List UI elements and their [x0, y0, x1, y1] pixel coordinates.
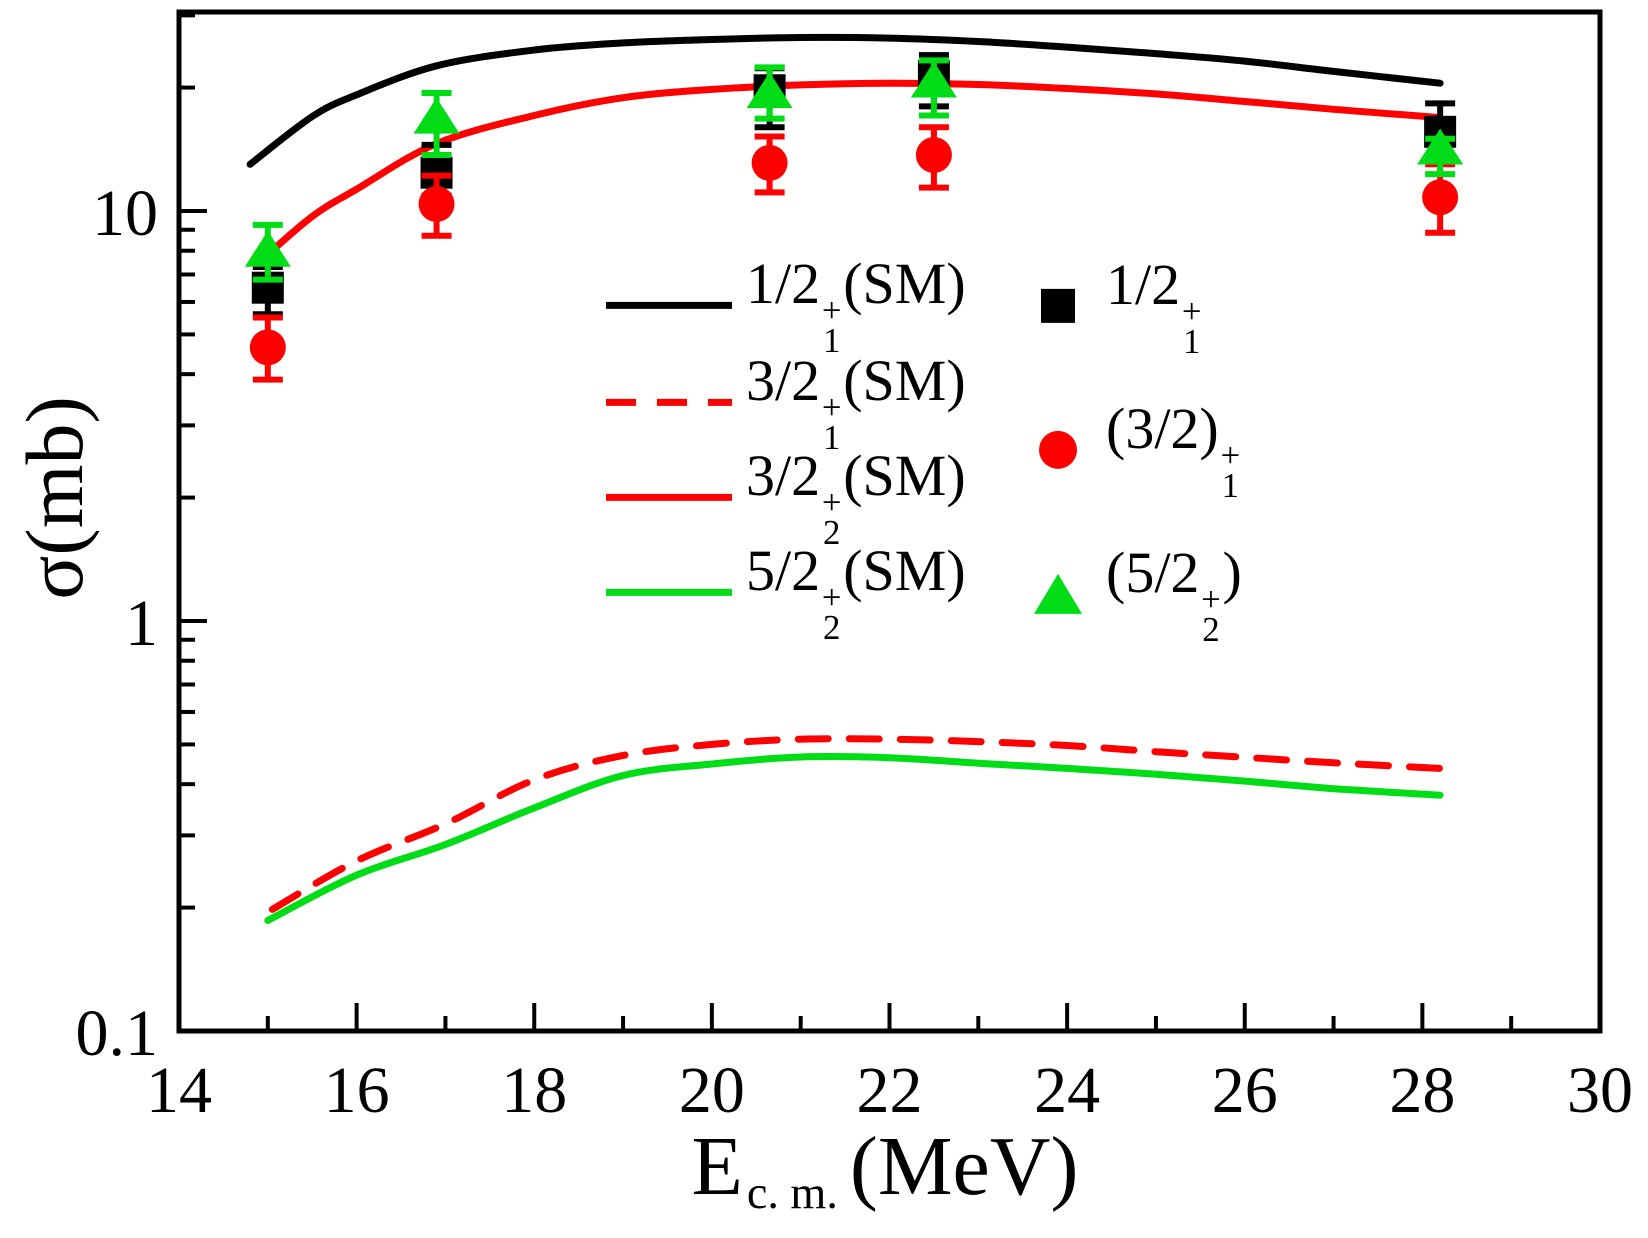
data-point-circle — [751, 144, 788, 181]
x-axis-title-units: (MeV) — [849, 1120, 1079, 1213]
series-triangle — [244, 57, 1464, 283]
data-point-circle — [1422, 179, 1459, 216]
legend-label: 1/2 +1 (SM) — [746, 250, 966, 360]
x-tick-label: 20 — [679, 1054, 745, 1127]
legend-label: 3/2 +1 (SM) — [746, 347, 966, 457]
x-tick-label: 26 — [1212, 1054, 1278, 1127]
x-axis-title-subscript: c. m. — [746, 1166, 838, 1218]
curve-12_1SM — [246, 33, 1444, 168]
curve-32_2SM — [255, 79, 1444, 266]
x-tick-label: 14 — [146, 1054, 212, 1127]
y-tick-label: 1 — [125, 587, 158, 660]
legend-line-item: 3/2 +2 (SM) — [606, 442, 966, 552]
x-axis: 14 16 18 20 22 24 26 28 30 — [146, 1003, 1633, 1127]
legend-marker-item: (3/2) +1 — [1028, 395, 1242, 505]
legend-line-item: 5/2 +2 (SM) — [606, 537, 966, 647]
x-axis-title: Ec. m. (MeV) — [691, 1118, 1079, 1218]
legend-line-sample — [606, 588, 732, 596]
series-circle — [249, 124, 1459, 383]
legend-line-sample — [606, 301, 732, 309]
data-point-triangle — [1417, 128, 1464, 165]
legend-line-sample — [606, 493, 732, 501]
legend-marker-item: 1/2 +1 — [1028, 251, 1203, 361]
legend-label-supsub: +2 — [821, 483, 842, 552]
legend-label-supsub: +1 — [821, 291, 842, 360]
legend-label: (3/2) +1 — [1106, 395, 1241, 505]
y-tick-label: 10 — [92, 177, 158, 250]
legend-marker-item: (5/2 +2) — [1028, 539, 1242, 649]
legend-label-supsub: +2 — [1201, 580, 1221, 649]
legend-label-supsub: +1 — [1181, 292, 1202, 361]
legend-label-supsub: +2 — [821, 578, 842, 647]
legend-marker-box — [1028, 574, 1088, 614]
data-point-circle — [915, 136, 952, 173]
x-tick-label: 24 — [1034, 1054, 1100, 1127]
data-point-circle — [249, 329, 286, 366]
legend-label: 3/2 +2 (SM) — [746, 442, 966, 552]
legend-line-item: 3/2 +1 (SM) — [606, 347, 966, 457]
legend-label-supsub: +1 — [1220, 436, 1241, 505]
x-tick-label: 18 — [501, 1054, 567, 1127]
circle-marker-icon — [1039, 431, 1077, 469]
x-tick-label: 16 — [324, 1054, 390, 1127]
legend-label: 1/2 +1 — [1106, 251, 1202, 361]
legend-label: 5/2 +2 (SM) — [746, 537, 966, 647]
legend-label: (5/2 +2) — [1106, 539, 1242, 649]
legend-line-item: 1/2 +1 (SM) — [606, 250, 966, 360]
x-axis-title-symbol: E — [691, 1120, 743, 1213]
square-marker-icon — [1041, 289, 1075, 323]
x-tick-label: 28 — [1389, 1054, 1455, 1127]
data-point-triangle — [746, 72, 793, 109]
legend-marker-box — [1028, 289, 1088, 323]
x-tick-label: 22 — [857, 1054, 923, 1127]
data-point-triangle — [910, 61, 957, 98]
triangle-marker-icon — [1034, 574, 1082, 614]
curve-52_2SM — [264, 752, 1444, 924]
legend-label-supsub: +1 — [821, 388, 842, 457]
y-tick-label: 0.1 — [76, 997, 159, 1070]
x-tick-label: 30 — [1567, 1054, 1633, 1127]
legend-marker-box — [1028, 431, 1088, 469]
data-point-circle — [418, 186, 455, 223]
y-axis-title: σ(mb) — [9, 396, 100, 600]
y-axis: 10 1 0.1 — [76, 13, 207, 1070]
legend-dashed-line-sample — [606, 398, 732, 406]
data-point-triangle — [244, 230, 291, 267]
curve-32_1SM — [268, 735, 1444, 913]
data-point-triangle — [413, 97, 460, 134]
